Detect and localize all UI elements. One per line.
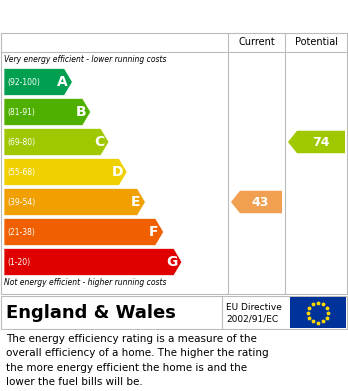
Text: (1-20): (1-20): [7, 258, 30, 267]
Text: F: F: [149, 225, 158, 239]
Text: (21-38): (21-38): [7, 228, 35, 237]
Polygon shape: [4, 99, 90, 126]
Text: (92-100): (92-100): [7, 77, 40, 86]
Polygon shape: [4, 158, 127, 185]
Text: 43: 43: [252, 196, 269, 208]
Polygon shape: [288, 131, 345, 153]
Text: 2002/91/EC: 2002/91/EC: [226, 315, 278, 324]
Text: E: E: [130, 195, 140, 209]
Text: Not energy efficient - higher running costs: Not energy efficient - higher running co…: [4, 278, 166, 287]
Text: EU Directive: EU Directive: [226, 303, 282, 312]
Text: Potential: Potential: [295, 37, 338, 47]
Text: (55-68): (55-68): [7, 167, 35, 176]
Text: B: B: [75, 105, 86, 119]
Polygon shape: [4, 249, 182, 276]
Text: England & Wales: England & Wales: [6, 303, 176, 321]
Polygon shape: [4, 188, 145, 215]
Polygon shape: [4, 219, 164, 246]
Text: Current: Current: [238, 37, 275, 47]
Text: (69-80): (69-80): [7, 138, 35, 147]
Bar: [290, 297, 346, 328]
Polygon shape: [4, 129, 109, 156]
Text: A: A: [57, 75, 68, 89]
Text: G: G: [166, 255, 177, 269]
Text: 74: 74: [312, 136, 329, 149]
Text: (81-91): (81-91): [7, 108, 35, 117]
Text: Very energy efficient - lower running costs: Very energy efficient - lower running co…: [4, 55, 166, 64]
Text: D: D: [111, 165, 123, 179]
Text: The energy efficiency rating is a measure of the
overall efficiency of a home. T: The energy efficiency rating is a measur…: [6, 334, 269, 387]
Text: C: C: [94, 135, 104, 149]
Text: Energy Efficiency Rating: Energy Efficiency Rating: [8, 7, 237, 25]
Text: (39-54): (39-54): [7, 197, 35, 206]
Polygon shape: [4, 68, 72, 95]
Polygon shape: [231, 191, 282, 213]
